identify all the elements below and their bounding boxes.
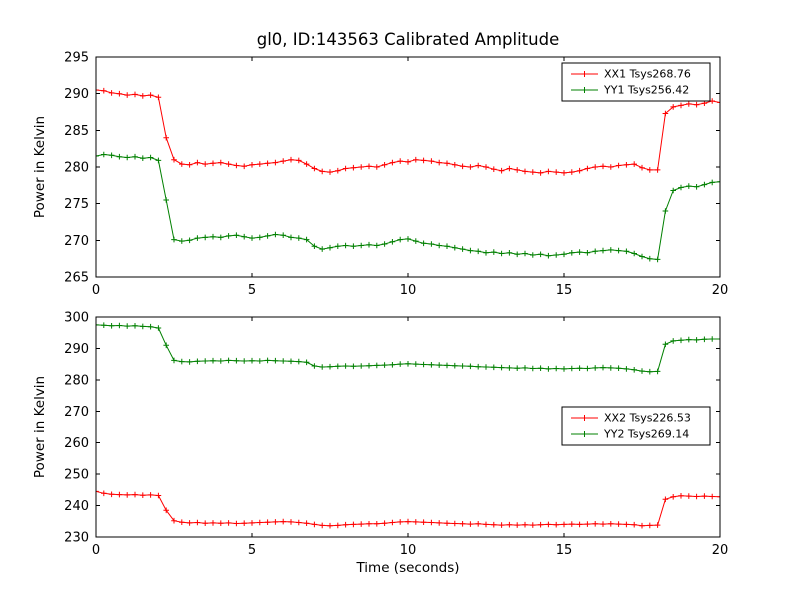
tick-labels: 0 5 10 15 20 265 270 275 280 285 290 295 xyxy=(64,51,728,299)
x-tick-label: 20 xyxy=(712,283,729,298)
y-tick-label: 270 xyxy=(64,234,89,249)
subplots-group: 0 5 10 15 20 265 270 275 280 285 290 295 XX1 Tsys268… xyxy=(64,51,728,559)
y-tick-label: 290 xyxy=(64,342,89,357)
legend-label-XX2: XX2 Tsys226.53 xyxy=(604,412,691,425)
series-markers-YY1 xyxy=(96,151,720,263)
tick-labels: 0 5 10 15 20 230 240 250 260 270 280 290 300 xyxy=(64,311,728,559)
y-tick-label: 275 xyxy=(64,197,89,212)
y-tick-label: 285 xyxy=(64,124,89,139)
y-tick-label: 265 xyxy=(64,271,89,286)
y-tick-label: 300 xyxy=(64,311,89,326)
y-axis-label-top: Power in Kelvin xyxy=(32,116,48,218)
legend-label-YY1: YY1 Tsys256.42 xyxy=(603,84,689,97)
y-tick-label: 280 xyxy=(64,373,89,388)
legend-box xyxy=(561,62,711,102)
y-axis-label-bottom: Power in Kelvin xyxy=(32,376,48,478)
plot-area xyxy=(96,87,720,263)
axis-ticks xyxy=(95,56,721,278)
legend-label-YY2: YY2 Tsys269.14 xyxy=(603,428,689,441)
legend: XX1 Tsys268.76 YY1 Tsys256.42 xyxy=(561,62,711,102)
x-tick-label: 5 xyxy=(248,283,256,298)
y-tick-label: 295 xyxy=(64,51,89,66)
x-tick-label: 0 xyxy=(92,543,100,558)
legend-marker-XX1 xyxy=(581,71,588,77)
series-markers-XX2 xyxy=(96,488,720,529)
series-line-YY1 xyxy=(96,153,720,260)
y-tick-label: 270 xyxy=(64,405,89,420)
x-tick-label: 0 xyxy=(92,283,100,298)
subplot-2: 0 5 10 15 20 230 240 250 260 270 280 290 300 XX2 Tsys… xyxy=(64,311,728,559)
plot-area xyxy=(96,322,720,529)
y-tick-label: 250 xyxy=(64,468,89,483)
x-tick-label: 15 xyxy=(556,543,573,558)
legend-marker-XX2 xyxy=(581,415,588,421)
y-tick-label: 260 xyxy=(64,436,89,451)
axis-ticks xyxy=(95,316,721,538)
subplot-1: 0 5 10 15 20 265 270 275 280 285 290 295 XX1 Tsys268… xyxy=(64,51,728,299)
x-tick-label: 10 xyxy=(400,543,417,558)
x-tick-label: 20 xyxy=(712,543,729,558)
legend: XX2 Tsys226.53 YY2 Tsys269.14 xyxy=(561,406,711,446)
legend-marker-YY2 xyxy=(581,431,588,437)
figure-title: gl0, ID:143563 Calibrated Amplitude xyxy=(257,30,559,49)
legend-marker-YY1 xyxy=(581,87,588,93)
series-markers-XX1 xyxy=(96,87,720,176)
y-tick-label: 280 xyxy=(64,161,89,176)
y-tick-label: 240 xyxy=(64,499,89,514)
y-tick-label: 290 xyxy=(64,87,89,102)
y-tick-label: 230 xyxy=(64,531,89,546)
x-axis-label: Time (seconds) xyxy=(355,560,459,576)
series-markers-YY2 xyxy=(96,322,720,375)
x-tick-label: 15 xyxy=(556,283,573,298)
legend-label-XX1: XX1 Tsys268.76 xyxy=(604,68,691,81)
legend-box xyxy=(561,406,711,446)
x-tick-label: 10 xyxy=(400,283,417,298)
x-tick-label: 5 xyxy=(248,543,256,558)
